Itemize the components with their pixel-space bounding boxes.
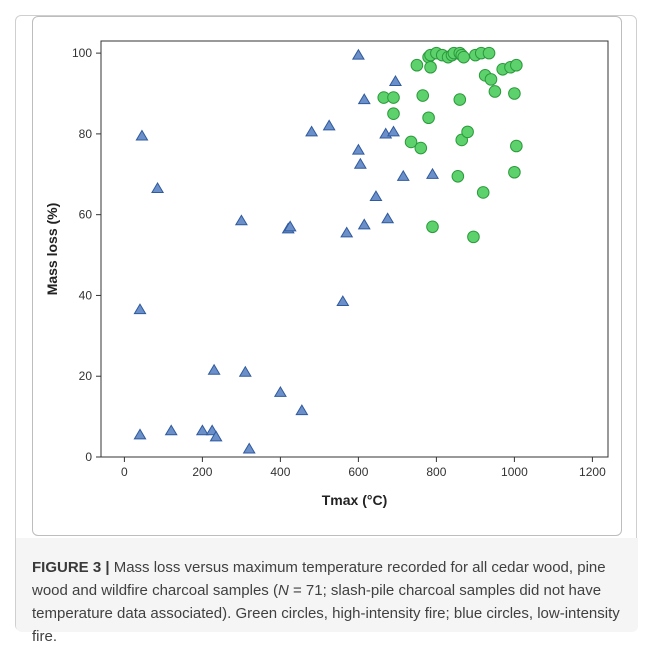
triangle-point [353,157,367,169]
triangle-point [295,404,309,416]
triangle-point [357,218,371,230]
caption-area: FIGURE 3 | Mass loss versus maximum temp… [16,538,638,645]
triangle-point [388,75,402,86]
circle-point [467,230,480,244]
triangle-point [209,430,223,442]
triangle-point [396,169,410,181]
x-tick-label: 1200 [579,465,606,479]
triangle-point [164,424,178,436]
triangle-point [242,442,256,454]
triangle-point [357,93,371,105]
circle-point [508,165,521,179]
x-tick-label: 200 [192,465,212,479]
triangle-point [351,143,365,155]
triangle-point [135,129,149,141]
figure-label: FIGURE 3 | [32,559,110,576]
circle-point [510,58,523,72]
circle-point [508,87,521,100]
x-tick-label: 400 [270,465,290,479]
circle-point [457,50,471,64]
triangle-point [133,428,147,440]
circle-point [416,89,430,102]
triangle-point [387,125,400,137]
circle-point [488,85,502,98]
triangle-point [351,48,365,60]
circle-point [426,220,439,234]
figure-caption: FIGURE 3 | Mass loss versus maximum temp… [32,556,628,648]
circle-point [484,73,498,86]
triangle-point [133,303,147,315]
circle-point [387,107,400,120]
plot-area-frame [100,40,609,458]
plot-box: 0 200 400 600 800 1000 1200 0 20 40 60 80 100 Tmax (°… [32,16,622,536]
circle-point [482,46,496,60]
circle-point [451,170,465,183]
y-tick-label: 100 [72,46,92,60]
circle-point [410,58,424,72]
triangle-point [283,220,297,232]
x-tick-label: 800 [426,465,446,479]
caption-text-part-2: = 71; slash-pile charcoal samples did no… [32,582,620,645]
triangle-point [207,363,221,375]
circle-point [387,91,400,104]
circle-point [414,141,428,155]
y-tick-label: 20 [79,369,93,383]
circle-point [453,93,467,106]
triangle-point [238,365,252,377]
y-tick-label: 40 [79,288,93,302]
circle-point [422,111,435,125]
triangle-point [195,424,209,436]
scatter-chart: 0 200 400 600 800 1000 1200 0 20 40 60 80 100 Tmax (°… [44,40,609,508]
triangle-point [381,212,395,224]
triangle-point [322,119,336,131]
circle-point [461,125,474,139]
circle-point [424,60,437,74]
circle-point [510,139,523,153]
x-tick-label: 0 [121,465,128,479]
triangle-point [426,167,439,179]
circle-point [404,135,418,149]
y-tick-label: 0 [85,450,92,464]
triangle-point [234,214,248,226]
triangle-point [340,226,354,238]
triangle-point [151,182,165,193]
triangle-point [369,190,383,202]
triangle-point [336,295,350,307]
triangle-point [305,125,319,137]
x-tick-label: 600 [348,465,368,479]
triangle-point [273,385,287,397]
y-tick-label: 60 [79,208,93,222]
circle-point [476,186,490,199]
x-axis-label: Tmax (°C) [322,492,388,508]
x-tick-label: 1000 [501,465,528,479]
y-tick-label: 80 [79,127,93,141]
figure-frame: 0 200 400 600 800 1000 1200 0 20 40 60 80 100 Tmax (°… [15,15,638,645]
caption-n-symbol: N [277,582,289,599]
caption-text-part-1: Mass loss versus maximum temperature rec… [32,559,606,599]
y-axis-label: Mass loss (%) [44,203,60,296]
